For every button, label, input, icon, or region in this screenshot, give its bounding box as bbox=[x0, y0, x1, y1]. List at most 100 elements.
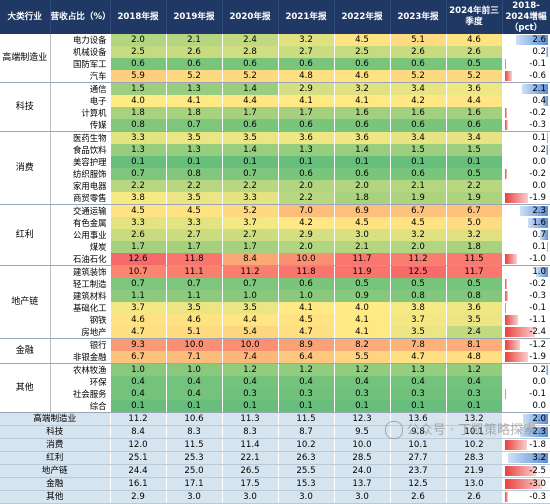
value-cell: 3.2 bbox=[334, 82, 391, 95]
change-value: -0.1 bbox=[529, 303, 546, 313]
column-header: 大类行业 bbox=[0, 0, 51, 34]
value-cell: 0.8 bbox=[446, 290, 503, 302]
change-value: 0.4 bbox=[532, 96, 546, 106]
value-cell: 0.1 bbox=[166, 156, 223, 168]
industry-label: 传媒 bbox=[50, 119, 111, 132]
value-cell: 8.4 bbox=[222, 253, 279, 266]
summary-value-cell: 25.0 bbox=[166, 464, 223, 478]
column-header: 2022年报 bbox=[334, 0, 391, 34]
table-row: 公用事业 2.6 2.7 2.7 2.9 3.0 3.2 3.2 0.7 bbox=[0, 229, 550, 241]
summary-value-cell: 25.5 bbox=[278, 464, 335, 478]
value-cell: 6.7 bbox=[390, 204, 447, 217]
header-row: 大类行业 营收占比（%） 2018年报 2019年报 2020年报 2021年报 2022年… bbox=[0, 0, 550, 34]
change-value: -1.8 bbox=[529, 440, 546, 450]
value-cell: 3.5 bbox=[222, 131, 279, 144]
industry-label: 钢铁 bbox=[50, 314, 111, 326]
summary-value-cell: 17.5 bbox=[222, 477, 279, 491]
summary-value-cell: 3.0 bbox=[278, 490, 335, 504]
change-value: -1.0 bbox=[529, 254, 546, 264]
value-cell: 0.4 bbox=[278, 376, 335, 388]
value-cell: 3.3 bbox=[166, 217, 223, 229]
value-cell: 0.3 bbox=[334, 388, 391, 400]
change-bar-cell: 0.7 bbox=[502, 229, 550, 241]
change-value: 0.2 bbox=[532, 365, 546, 375]
wechat-logo-icon bbox=[384, 421, 403, 439]
value-cell: 5.2 bbox=[222, 204, 279, 217]
change-bar-cell: 2.1 bbox=[502, 82, 550, 95]
value-cell: 5.9 bbox=[110, 70, 167, 83]
table-row: 电子 4.0 4.1 4.4 4.1 4.1 4.2 4.4 0.4 bbox=[0, 95, 550, 107]
value-cell: 8.9 bbox=[278, 338, 335, 351]
summary-value-cell: 13.7 bbox=[334, 477, 391, 491]
summary-value-cell: 22.1 bbox=[222, 451, 279, 465]
value-cell: 2.7 bbox=[166, 229, 223, 241]
table-row: 国防军工 0.6 0.6 0.6 0.6 0.6 0.6 0.5 -0.1 bbox=[0, 58, 550, 70]
value-cell: 0.6 bbox=[278, 119, 335, 132]
summary-label: 金融 bbox=[0, 477, 111, 491]
value-cell: 1.7 bbox=[278, 107, 335, 119]
value-cell: 0.6 bbox=[222, 58, 279, 70]
change-bar bbox=[504, 193, 529, 203]
value-cell: 1.8 bbox=[166, 107, 223, 119]
summary-value-cell: 12.3 bbox=[334, 412, 391, 426]
change-bar bbox=[504, 492, 509, 502]
summary-value-cell: 28.5 bbox=[334, 451, 391, 465]
summary-value-cell: 24.4 bbox=[110, 464, 167, 478]
industry-label: 社会服务 bbox=[50, 388, 111, 400]
value-cell: 3.7 bbox=[222, 217, 279, 229]
column-header: 2018年报 bbox=[110, 0, 167, 34]
value-cell: 1.2 bbox=[278, 363, 335, 376]
change-value: -0.3 bbox=[529, 120, 546, 130]
change-bar bbox=[547, 242, 549, 252]
change-bar-cell: -1.1 bbox=[502, 314, 550, 326]
summary-row: 地产链 24.4 25.0 26.5 25.5 24.0 23.7 21.9 -2.5 bbox=[0, 464, 550, 478]
value-cell: 0.4 bbox=[222, 376, 279, 388]
value-cell: 3.3 bbox=[110, 217, 167, 229]
change-value: -2.4 bbox=[529, 327, 546, 337]
value-cell: 5.2 bbox=[446, 70, 503, 83]
change-bar bbox=[504, 352, 529, 362]
value-cell: 0.1 bbox=[278, 156, 335, 168]
value-cell: 3.0 bbox=[334, 229, 391, 241]
change-bar bbox=[504, 59, 506, 69]
change-bar bbox=[535, 267, 549, 277]
value-cell: 4.1 bbox=[278, 302, 335, 314]
value-cell: 4.1 bbox=[334, 314, 391, 326]
summary-value-cell: 10.1 bbox=[446, 425, 503, 439]
summary-value-cell: 17.1 bbox=[166, 477, 223, 491]
value-cell: 1.5 bbox=[110, 82, 167, 95]
value-cell: 0.7 bbox=[222, 168, 279, 180]
change-value: -1.2 bbox=[529, 340, 546, 350]
value-cell: 5.2 bbox=[390, 70, 447, 83]
value-cell: 3.6 bbox=[446, 82, 503, 95]
value-cell: 0.8 bbox=[390, 290, 447, 302]
summary-value-cell: 25.1 bbox=[110, 451, 167, 465]
value-cell: 0.6 bbox=[390, 58, 447, 70]
value-cell: 3.5 bbox=[166, 131, 223, 144]
change-value: -0.3 bbox=[529, 291, 546, 301]
value-cell: 1.3 bbox=[110, 144, 167, 156]
table-row: 红利 交通运输 4.5 4.5 5.2 7.0 6.9 6.7 6.7 2.3 bbox=[0, 204, 550, 266]
change-value: -0.1 bbox=[529, 389, 546, 399]
column-header: 2021年报 bbox=[278, 0, 335, 34]
change-bar-cell: -2.4 bbox=[502, 326, 550, 339]
table-row: 金融 银行 9.3 10.0 10.0 8.9 8.2 7.8 8.1 -1.2 bbox=[0, 338, 550, 364]
table-row: 高端制造业 电力设备 2.0 2.1 2.4 3.2 4.5 5.1 4.6 2.6 bbox=[0, 34, 550, 83]
summary-value-cell: 8.3 bbox=[222, 425, 279, 439]
value-cell: 2.0 bbox=[334, 180, 391, 192]
table-row: 家用电器 2.2 2.2 2.2 2.0 2.0 2.1 2.2 0.0 bbox=[0, 180, 550, 192]
table-row: 消费 医药生物 3.3 3.5 3.5 3.6 3.6 3.4 3.4 0.1 bbox=[0, 131, 550, 205]
value-cell: 11.2 bbox=[390, 253, 447, 266]
table-row: 其他 农林牧渔 1.0 1.0 1.2 1.2 1.2 1.3 1.2 0.2 bbox=[0, 363, 550, 413]
value-cell: 4.6 bbox=[446, 34, 503, 46]
table-row: 科技 通信 1.5 1.3 1.4 2.9 3.2 3.4 3.6 2.1 bbox=[0, 82, 550, 132]
value-cell: 4.8 bbox=[446, 351, 503, 364]
value-cell: 4.6 bbox=[166, 314, 223, 326]
column-header: 2023年报 bbox=[390, 0, 447, 34]
industry-label: 有色金属 bbox=[50, 217, 111, 229]
summary-value-cell: 3.0 bbox=[222, 490, 279, 504]
change-value: 3.2 bbox=[532, 453, 546, 463]
value-cell: 4.5 bbox=[110, 204, 167, 217]
industry-label: 商贸零售 bbox=[50, 192, 111, 205]
